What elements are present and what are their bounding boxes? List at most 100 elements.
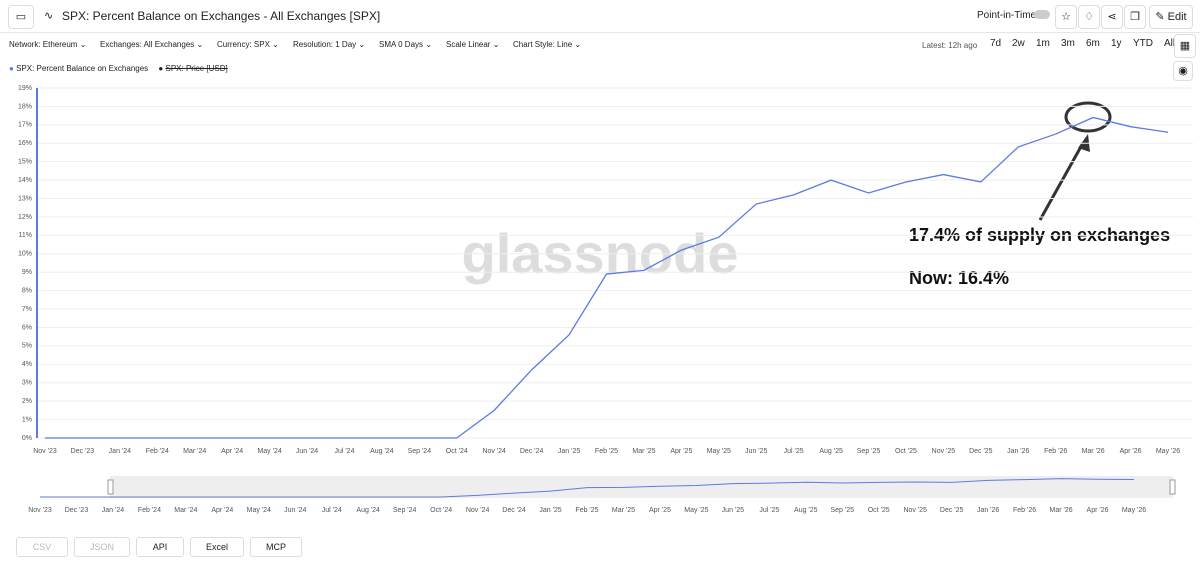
y-tick-label: 1% <box>22 416 32 423</box>
filter-dropdown[interactable]: Scale Linear ⌄ <box>446 40 500 49</box>
chart: glassnode 17.4% of supply on exchanges N… <box>18 85 1193 514</box>
calendar-button[interactable]: ▦ <box>1174 34 1196 58</box>
y-tick-label: 5% <box>22 343 32 350</box>
filter-dropdown[interactable]: Resolution: 1 Day ⌄ <box>293 40 366 49</box>
legend-entry[interactable]: SPX: Percent Balance on Exchanges <box>16 64 149 73</box>
x-tick-label: Jul '24 <box>334 448 354 455</box>
annotation: 17.4% of supply on exchanges <box>909 225 1170 245</box>
range-button[interactable]: All <box>1164 38 1176 49</box>
x-tick-label: Aug '25 <box>819 448 843 455</box>
y-tick-label: 14% <box>18 177 32 184</box>
camera-button[interactable]: ◉ <box>1173 61 1193 81</box>
x-tick-label: Jan '25 <box>558 448 580 455</box>
x-tick-label: Sep '24 <box>408 448 432 455</box>
export-button[interactable]: JSON <box>74 537 130 557</box>
x-tick-label: Apr '26 <box>1120 448 1142 455</box>
y-tick-label: 18% <box>18 103 32 110</box>
range-button[interactable]: 7d <box>990 38 1002 49</box>
x-tick-label: Dec '23 <box>71 448 95 455</box>
y-tick-label: 19% <box>18 85 32 92</box>
x-tick-label: Apr '24 <box>221 448 243 455</box>
export-button[interactable]: CSV <box>16 537 68 557</box>
x-tick-label: Dec '25 <box>969 448 993 455</box>
navigator-label: Jul '25 <box>759 507 779 514</box>
x-tick-label: May '26 <box>1156 448 1180 455</box>
navigator-label: Feb '26 <box>1013 507 1036 514</box>
navigator-label: Jun '25 <box>722 507 744 514</box>
y-tick-label: 0% <box>22 435 32 442</box>
range-button[interactable]: 6m <box>1086 38 1100 49</box>
x-tick-label: Oct '25 <box>895 448 917 455</box>
export-button[interactable]: API <box>136 537 184 557</box>
toggle[interactable] <box>1034 10 1050 19</box>
navigator-label: Mar '24 <box>174 507 197 514</box>
range-button[interactable]: 2w <box>1012 38 1025 49</box>
navigator-label: May '26 <box>1122 507 1146 514</box>
legend-entry-hidden[interactable]: SPX: Price [USD] <box>165 64 228 73</box>
x-tick-label: May '24 <box>257 448 281 455</box>
x-tick-label: Jan '26 <box>1007 448 1029 455</box>
export-button[interactable]: MCP <box>250 537 302 557</box>
range-button[interactable]: 3m <box>1061 38 1075 49</box>
navigator-label: Mar '25 <box>612 507 635 514</box>
navigator-label: Jan '24 <box>102 507 124 514</box>
point-in-time-label: Point-in-Time <box>977 10 1037 21</box>
navigator-label: Nov '23 <box>28 507 52 514</box>
x-tick-label: Dec '24 <box>520 448 544 455</box>
navigator-label: Dec '25 <box>940 507 964 514</box>
navigator-label: Apr '26 <box>1087 507 1109 514</box>
filter-dropdown[interactable]: Network: Ethereum ⌄ <box>9 40 87 49</box>
filter-dropdown[interactable]: Currency: SPX ⌄ <box>217 40 279 49</box>
x-tick-label: Aug '24 <box>370 448 394 455</box>
annotation: Now: 16.4% <box>909 268 1009 288</box>
y-tick-label: 9% <box>22 269 32 276</box>
y-tick-label: 10% <box>18 251 32 258</box>
navigator-label: Aug '24 <box>356 507 380 514</box>
y-tick-label: 2% <box>22 398 32 405</box>
navigator-handle[interactable] <box>1169 479 1176 495</box>
y-tick-label: 4% <box>22 361 32 368</box>
arrow-line <box>1038 142 1085 221</box>
y-tick-label: 13% <box>18 195 32 202</box>
navigator-label: Dec '24 <box>502 507 526 514</box>
navigator-label: Jan '26 <box>977 507 999 514</box>
navigator-label: Apr '25 <box>649 507 671 514</box>
copy-button[interactable]: ❐ <box>1124 5 1146 29</box>
x-tick-label: Feb '25 <box>595 448 618 455</box>
y-tick-label: 11% <box>19 232 33 239</box>
navigator-label: Oct '25 <box>868 507 890 514</box>
x-tick-label: Feb '26 <box>1044 448 1067 455</box>
navigator-label: Oct '24 <box>430 507 452 514</box>
filter-dropdown[interactable]: SMA 0 Days ⌄ <box>379 40 432 49</box>
filter-dropdown[interactable]: Chart Style: Line ⌄ <box>513 40 582 49</box>
x-tick-label: May '25 <box>707 448 731 455</box>
navigator-label: Feb '24 <box>138 507 161 514</box>
navigator-label: Mar '26 <box>1050 507 1073 514</box>
y-tick-label: 8% <box>22 287 32 294</box>
alert-button[interactable]: ♢ <box>1078 5 1100 29</box>
range-button[interactable]: 1y <box>1111 38 1122 49</box>
sidebar-toggle[interactable]: ▭ <box>8 5 34 29</box>
navigator-label: Nov '24 <box>466 507 490 514</box>
data-line <box>45 116 1169 439</box>
range-button[interactable]: 1m <box>1036 38 1050 49</box>
y-tick-label: 7% <box>22 306 32 313</box>
export-button[interactable]: Excel <box>190 537 244 557</box>
x-tick-label: Nov '24 <box>482 448 506 455</box>
filter-dropdown[interactable]: Exchanges: All Exchanges ⌄ <box>100 40 204 49</box>
y-tick-label: 12% <box>18 214 32 221</box>
x-tick-label: Apr '25 <box>670 448 692 455</box>
navigator-label: Aug '25 <box>794 507 818 514</box>
star-button[interactable]: ☆ <box>1055 5 1077 29</box>
highlight-circle <box>1064 101 1112 133</box>
navigator-label: Nov '25 <box>903 507 927 514</box>
share-button[interactable]: ⋖ <box>1101 5 1123 29</box>
page-title: SPX: Percent Balance on Exchanges - All … <box>62 9 381 23</box>
range-button[interactable]: YTD <box>1133 38 1153 49</box>
edit-button[interactable]: ✎ Edit <box>1149 5 1193 29</box>
navigator-handle[interactable] <box>107 479 114 495</box>
x-tick-label: Jun '24 <box>296 448 318 455</box>
chart-icon: ∿ <box>44 10 54 22</box>
x-tick-label: Oct '24 <box>446 448 468 455</box>
